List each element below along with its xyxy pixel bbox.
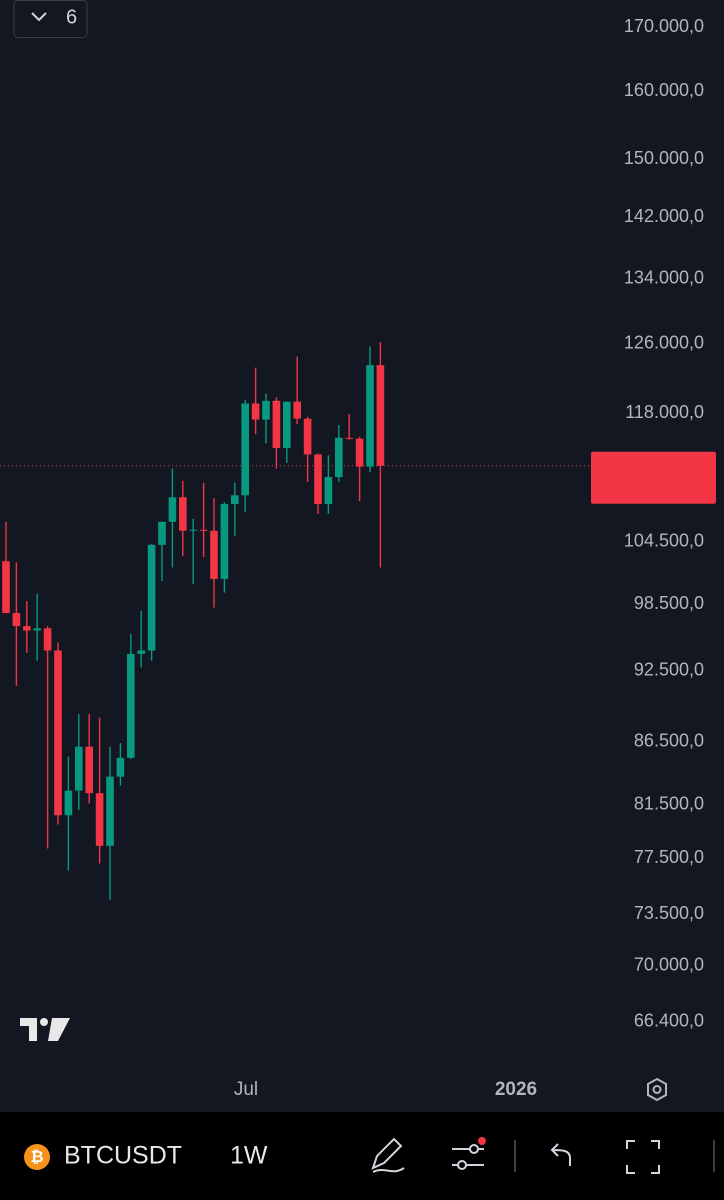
bottom-bar xyxy=(0,1112,724,1200)
indicators-icon[interactable] xyxy=(452,1137,486,1170)
button-frame xyxy=(13,0,88,38)
y-tick-label: 104.500,0 xyxy=(624,531,704,551)
y-tick-label: 150.000,0 xyxy=(624,148,704,168)
y-tick-label: 118.000,0 xyxy=(625,402,704,422)
symbol[interactable]: BTCUSDT xyxy=(64,1142,182,1170)
y-tick-label: 81.500,0 xyxy=(634,794,704,814)
y-tick-label: 92.500,0 xyxy=(634,660,704,680)
y-tick-label: 86.500,0 xyxy=(634,731,704,751)
svg-text:₿: ₿ xyxy=(30,1148,43,1166)
y-tick-label: 66.400,0 xyxy=(634,1010,704,1030)
y-tick-label: 126.000,0 xyxy=(624,333,704,353)
x-tick-label: 2026 xyxy=(495,1079,537,1100)
chart-background xyxy=(0,0,724,1112)
undo-icon[interactable] xyxy=(550,1143,571,1166)
draw-icon[interactable] xyxy=(371,1137,405,1173)
fullscreen-icon[interactable] xyxy=(626,1140,660,1174)
layout-button[interactable]: 6 xyxy=(13,0,88,38)
interval[interactable]: 1W xyxy=(230,1142,268,1170)
bitcoin-icon: ₿ xyxy=(24,1144,50,1170)
y-tick-label: 98.500,0 xyxy=(634,593,704,613)
layout-count: 6 xyxy=(66,6,77,28)
y-tick-label: 73.500,0 xyxy=(634,903,704,923)
y-tick-label: 134.000,0 xyxy=(624,268,704,288)
y-tick-label: 170.000,0 xyxy=(624,16,704,36)
x-tick-label: Jul xyxy=(234,1079,258,1100)
tv-logo[interactable] xyxy=(20,1018,70,1041)
y-tick-label: 142.000,0 xyxy=(624,206,704,226)
y-tick-label: 70.000,0 xyxy=(634,954,704,974)
y-tick-label: 160.000,0 xyxy=(624,80,704,100)
settings-icon[interactable] xyxy=(647,1077,667,1102)
y-tick-label: 77.500,0 xyxy=(634,847,704,867)
price-label-box xyxy=(591,451,716,504)
chevron-icon xyxy=(31,12,47,22)
